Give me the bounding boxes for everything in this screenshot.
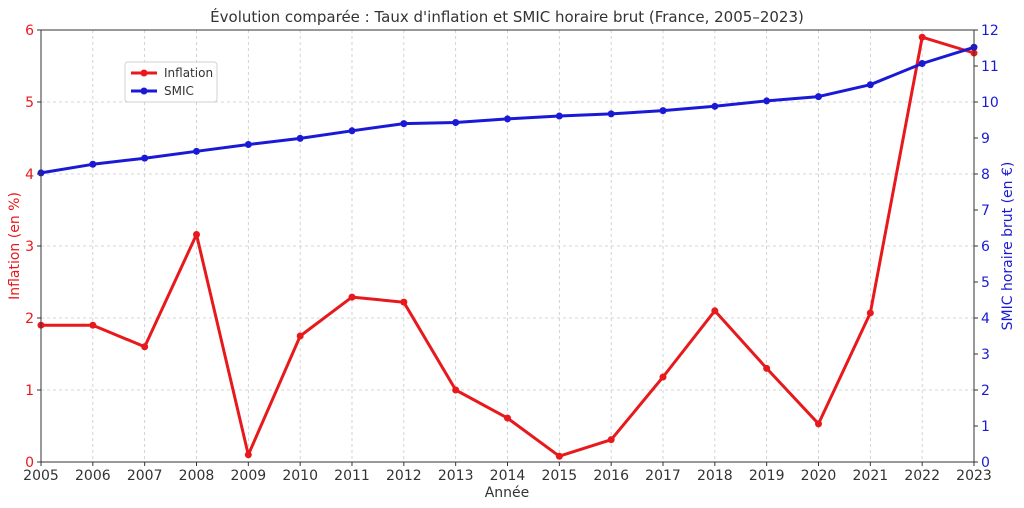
x-tick-label: 2015 [542,468,578,484]
left-tick-label: 3 [25,239,34,255]
inflation-point [918,33,926,41]
x-tick-label: 2011 [334,468,370,484]
inflation-point [763,364,771,372]
left-tick-label: 6 [25,23,34,39]
right-tick-label: 6 [981,239,990,255]
right-tick-label: 5 [981,275,990,291]
x-tick-label: 2007 [127,468,163,484]
left-axis-label: Inflation (en %) [7,192,23,300]
series-layer [37,33,978,460]
x-tick-label: 2020 [801,468,837,484]
x-tick-label: 2010 [282,468,318,484]
legend-inflation-marker [140,69,148,77]
x-tick-label: 2023 [956,468,992,484]
left-axis: 0 1 2 3 4 5 6 [25,23,41,471]
smic-point [918,59,926,67]
right-tick-label: 1 [981,419,990,435]
right-tick-label: 4 [981,311,990,327]
grid [40,29,975,463]
inflation-point [659,373,667,381]
x-tick-label: 2021 [853,468,889,484]
smic-point [89,160,97,168]
right-tick-label: 10 [981,95,999,111]
right-tick-label: 9 [981,131,990,147]
x-axis-label: Année [485,485,530,501]
inflation-point [348,293,356,301]
left-tick-label: 5 [25,95,34,111]
right-tick-label: 7 [981,203,990,219]
smic-point [400,120,408,128]
x-tick-label: 2008 [179,468,215,484]
smic-point [141,154,149,162]
inflation-point [504,414,511,422]
smic-point [607,110,615,118]
right-tick-label: 3 [981,347,990,363]
smic-point [711,102,719,110]
left-tick-label: 0 [25,455,34,471]
inflation-point [244,451,252,459]
smic-point [659,107,667,115]
legend-inflation-label: Inflation [164,66,213,80]
x-tick-label: 2018 [697,468,733,484]
smic-point [244,140,252,148]
inflation-point [141,343,149,351]
smic-point [348,127,356,135]
right-tick-label: 0 [981,455,990,471]
inflation-point [193,230,200,238]
x-tick-label: 2014 [490,468,526,484]
x-tick-label: 2012 [386,468,422,484]
inflation-point [711,307,719,315]
inflation-point [866,309,874,317]
left-tick-label: 4 [25,167,34,183]
inflation-point [296,332,304,340]
right-tick-label: 2 [981,383,990,399]
chart-title: Évolution comparée : Taux d'inflation et… [210,7,804,26]
inflation-point [607,436,615,444]
x-tick-label: 2017 [645,468,681,484]
inflation-point [815,420,822,428]
x-tick-label: 2022 [904,468,940,484]
smic-point [555,112,563,120]
smic-point [866,81,874,89]
x-axis: 2005 2006 2007 2008 2009 2010 2011 2012 2013 2014… [23,462,992,484]
inflation-point [452,386,460,394]
legend-smic-label: SMIC [164,84,194,98]
smic-point [763,97,771,105]
x-tick-label: 2013 [438,468,474,484]
inflation-point [400,298,408,306]
legend: Inflation SMIC [124,61,218,103]
right-tick-label: 12 [981,23,999,39]
right-tick-label: 11 [981,59,999,75]
left-tick-label: 1 [25,383,34,399]
x-tick-label: 2016 [593,468,629,484]
right-tick-label: 8 [981,167,990,183]
x-tick-label: 2009 [231,468,267,484]
x-tick-label: 2005 [23,468,59,484]
x-tick-label: 2006 [75,468,111,484]
smic-point [193,147,200,155]
left-tick-label: 2 [25,311,34,327]
right-axis-label: SMIC horaire brut (en €) [1000,162,1016,331]
x-tick-label: 2019 [749,468,785,484]
inflation-point [555,452,563,460]
smic-point [504,115,511,123]
smic-point [296,134,304,142]
smic-point [815,93,822,101]
legend-smic-marker [140,87,148,95]
inflation-point [89,321,97,329]
smic-point [452,119,460,127]
